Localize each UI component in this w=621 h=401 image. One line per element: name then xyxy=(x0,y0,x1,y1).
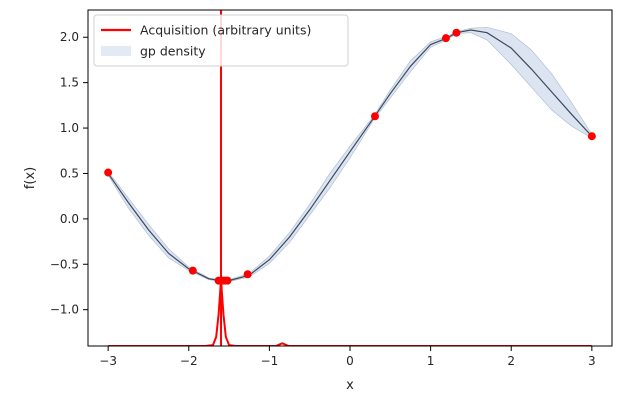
observation-point xyxy=(370,112,379,121)
y-tick-label: 1.0 xyxy=(60,121,79,135)
y-tick: 0.0 xyxy=(60,212,88,226)
y-tick: 1.0 xyxy=(60,121,88,135)
x-tick: 2 xyxy=(507,346,515,368)
y-tick-label: 2.0 xyxy=(60,30,79,44)
observation-point xyxy=(223,276,232,285)
x-tick-label: −3 xyxy=(99,354,117,368)
observation-point xyxy=(188,266,197,275)
x-tick: 0 xyxy=(346,346,354,368)
y-axis-label: f(x) xyxy=(23,167,38,189)
observation-point xyxy=(104,168,113,177)
y-tick-label: −0.5 xyxy=(50,257,79,271)
acquisition-line xyxy=(108,276,592,346)
x-tick-label: −1 xyxy=(261,354,279,368)
x-tick: 3 xyxy=(588,346,596,368)
y-tick: −0.5 xyxy=(50,257,88,271)
y-tick: 2.0 xyxy=(60,30,88,44)
x-tick: −3 xyxy=(99,346,117,368)
observation-point xyxy=(243,270,252,279)
x-axis: −3 −2 −1 0 1 2 3 xyxy=(99,346,596,368)
y-tick: 1.5 xyxy=(60,76,88,90)
legend-acquisition-label: Acquisition (arbitrary units) xyxy=(140,23,311,38)
observation-point xyxy=(452,28,461,37)
y-tick-label: 0.5 xyxy=(60,166,79,180)
x-tick-label: 0 xyxy=(346,354,354,368)
observation-point xyxy=(441,34,450,43)
x-tick-label: 2 xyxy=(507,354,515,368)
legend: Acquisition (arbitrary units) gp density xyxy=(93,14,349,67)
y-tick-label: 0.0 xyxy=(60,212,79,226)
y-tick: 0.5 xyxy=(60,166,88,180)
x-tick-label: 3 xyxy=(588,354,596,368)
x-tick: −2 xyxy=(180,346,198,368)
x-tick-label: 1 xyxy=(427,354,435,368)
observation-point xyxy=(587,132,596,141)
x-axis-label: x xyxy=(346,378,354,393)
x-tick: −1 xyxy=(261,346,279,368)
x-tick-label: −2 xyxy=(180,354,198,368)
legend-gp-density-label: gp density xyxy=(140,44,206,59)
legend-gp-density-swatch xyxy=(101,46,131,56)
y-tick-label: −1.0 xyxy=(50,303,79,317)
x-tick: 1 xyxy=(427,346,435,368)
y-tick-label: 1.5 xyxy=(60,76,79,90)
y-tick: −1.0 xyxy=(50,303,88,317)
legend-frame xyxy=(93,14,349,67)
y-axis: −1.0 −0.5 0.0 0.5 1.0 1.5 2.0 xyxy=(50,30,88,317)
